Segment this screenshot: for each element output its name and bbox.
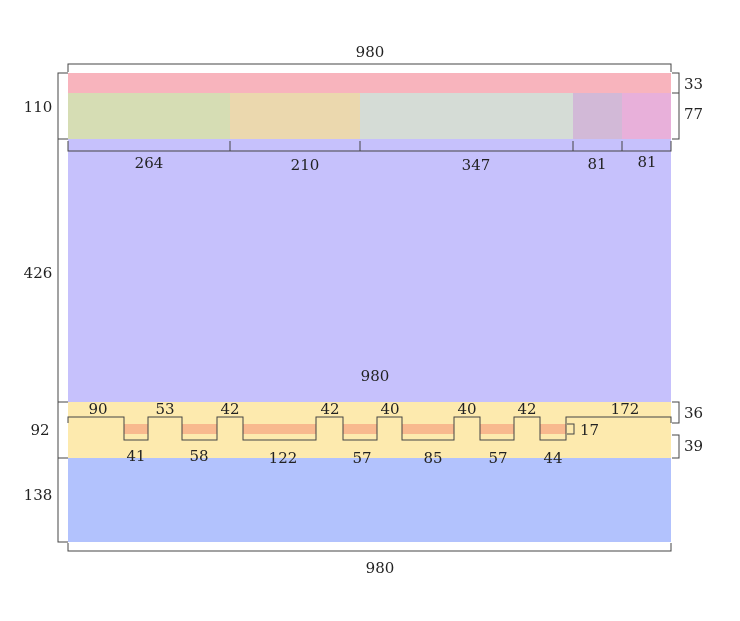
header-segment-2 bbox=[230, 93, 360, 139]
label-top-gap: 53 bbox=[155, 400, 174, 418]
dimension-lines bbox=[57, 63, 680, 552]
label-top-gap: 42 bbox=[320, 400, 339, 418]
label-strip-height: 33 bbox=[684, 75, 703, 93]
header-segment-5 bbox=[622, 93, 671, 139]
label-bottom-width: 57 bbox=[488, 449, 507, 467]
label-header-height: 110 bbox=[24, 98, 53, 116]
notch bbox=[402, 424, 454, 434]
label-bottom-height: 138 bbox=[24, 486, 53, 504]
dim-line bbox=[672, 434, 680, 459]
label-top-gap: 40 bbox=[380, 400, 399, 418]
stepped-profile bbox=[67, 416, 672, 441]
label-band-upper-height: 36 bbox=[684, 404, 703, 422]
label-top-gap: 40 bbox=[457, 400, 476, 418]
main-block bbox=[68, 139, 671, 402]
label-seg-width: 81 bbox=[637, 153, 656, 171]
label-bottom-width: 58 bbox=[189, 447, 208, 465]
label-bottom-width: 85 bbox=[423, 449, 442, 467]
label-bottom-width: 57 bbox=[352, 449, 371, 467]
label-band-height: 92 bbox=[30, 421, 49, 439]
notch bbox=[343, 424, 377, 434]
label-band-lower-height: 39 bbox=[684, 437, 703, 455]
notch bbox=[480, 424, 514, 434]
dim-line bbox=[67, 141, 672, 152]
notch bbox=[540, 424, 566, 434]
label-seg-row-height: 77 bbox=[684, 105, 703, 123]
label-main-width: 980 bbox=[361, 367, 390, 385]
dim-line bbox=[57, 138, 68, 403]
label-top-gap: 42 bbox=[220, 400, 239, 418]
dim-line bbox=[567, 423, 575, 435]
label-seg-width: 210 bbox=[291, 156, 320, 174]
label-notch-height: 17 bbox=[580, 421, 599, 439]
dim-line bbox=[672, 92, 680, 140]
header-segment-4 bbox=[573, 93, 622, 139]
label-bottom-width: 44 bbox=[543, 449, 562, 467]
header-strip bbox=[68, 73, 671, 93]
label-bottom-width: 122 bbox=[269, 449, 298, 467]
dim-line bbox=[57, 457, 68, 543]
dim-line bbox=[57, 72, 68, 140]
dim-line bbox=[57, 401, 68, 459]
header-segment-3 bbox=[360, 93, 573, 139]
dim-line bbox=[672, 72, 680, 94]
label-seg-width: 347 bbox=[462, 156, 491, 174]
dim-line bbox=[67, 63, 672, 72]
label-top-gap: 90 bbox=[88, 400, 107, 418]
label-top-gap: 172 bbox=[611, 400, 640, 418]
label-bottom-width: 41 bbox=[126, 447, 145, 465]
header-segment-1 bbox=[68, 93, 230, 139]
notch bbox=[243, 424, 316, 434]
label-main-height: 426 bbox=[24, 264, 53, 282]
label-seg-width: 264 bbox=[135, 154, 164, 172]
notch bbox=[124, 424, 148, 434]
bottom-block bbox=[68, 458, 671, 542]
dim-line bbox=[672, 401, 680, 424]
label-seg-width: 81 bbox=[587, 155, 606, 173]
notch bbox=[182, 424, 217, 434]
label-total-width-top: 980 bbox=[356, 43, 385, 61]
label-total-width-bottom: 980 bbox=[366, 559, 395, 577]
label-top-gap: 42 bbox=[517, 400, 536, 418]
dim-line bbox=[67, 543, 672, 552]
